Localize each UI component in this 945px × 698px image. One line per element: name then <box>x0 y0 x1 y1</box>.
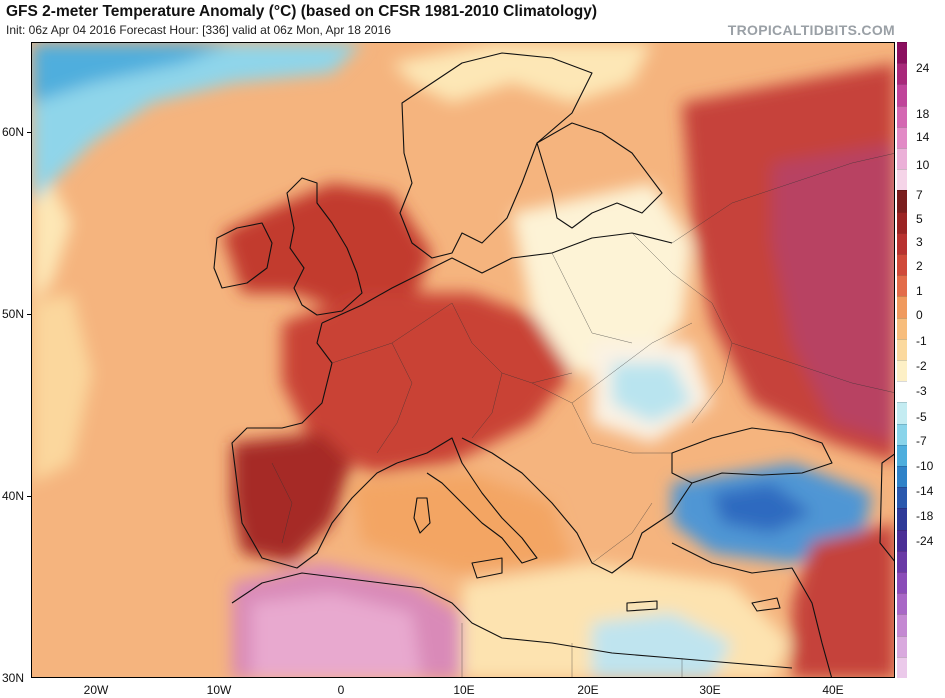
color-scale-label: -18 <box>916 508 934 523</box>
color-scale-label: 2 <box>916 258 923 273</box>
map-title: GFS 2-meter Temperature Anomaly (°C) (ba… <box>6 3 598 20</box>
color-scale-label: 24 <box>916 61 930 76</box>
color-scale-label: 14 <box>916 130 930 145</box>
color-scale-swatch <box>897 254 907 276</box>
coast-crete <box>626 600 658 612</box>
color-scale-swatch <box>897 572 907 594</box>
color-scale-label: 3 <box>916 234 923 249</box>
lon-label-30e: 30E <box>699 683 721 697</box>
coast-north-africa <box>231 572 793 669</box>
color-scale-label: 7 <box>916 188 923 203</box>
lat-label-40n: 40N <box>2 489 25 503</box>
lat-label-30n: 30N <box>2 671 25 685</box>
coast-ireland <box>213 222 273 289</box>
coast-levant <box>671 542 833 677</box>
lat-tick-50n <box>27 314 31 315</box>
color-scale-swatch <box>897 423 907 445</box>
coast-sardinia <box>413 497 431 534</box>
color-scale-label: -7 <box>916 433 927 448</box>
color-scale-label: -3 <box>916 384 927 399</box>
coast-finland <box>536 122 663 229</box>
color-scale-label: 18 <box>916 106 930 121</box>
color-scale-legend: 24 18 14 10 7 5 3 2 1 0 -1 -2 -3 -5 -7 -10 -14 -18 -24 <box>897 42 945 678</box>
color-scale-swatch <box>897 487 907 509</box>
color-scale-swatch <box>897 466 907 488</box>
brand-watermark: TROPICALTIDBITS.COM <box>727 22 895 38</box>
lon-label-20e: 20E <box>577 683 599 697</box>
color-scale-label: 0 <box>916 308 923 323</box>
color-scale-swatch <box>897 105 907 127</box>
color-scale-swatch <box>897 275 907 297</box>
lon-label-20w: 20W <box>83 683 109 697</box>
color-scale-swatch <box>897 529 907 551</box>
color-scale-swatch <box>897 614 907 636</box>
color-scale-swatch <box>897 360 907 382</box>
color-scale-label: -2 <box>916 359 927 374</box>
lat-tick-60n <box>27 132 31 133</box>
color-scale-swatch <box>897 381 907 403</box>
lon-label-10w: 10W <box>206 683 232 697</box>
color-scale-swatch <box>897 656 907 678</box>
color-scale-swatch <box>897 211 907 233</box>
color-scale-swatch <box>897 148 907 170</box>
color-scale-swatch <box>897 550 907 572</box>
color-scale-label: 10 <box>916 158 930 173</box>
coast-north-europe <box>321 232 673 324</box>
color-scale-label: 5 <box>916 211 923 226</box>
color-scale-label: -24 <box>916 534 934 549</box>
color-scale-swatch <box>897 635 907 657</box>
color-scale-swatch <box>897 508 907 530</box>
color-scale-label: -1 <box>916 333 927 348</box>
anomaly-field <box>32 43 894 677</box>
color-scale-label: 1 <box>916 283 923 298</box>
color-scale-swatch <box>897 444 907 466</box>
color-scale-swatch <box>897 402 907 424</box>
lat-label-50n: 50N <box>2 307 25 321</box>
coast-black-sea <box>671 427 833 484</box>
color-scale-swatch <box>897 593 907 615</box>
lon-label-0: 0 <box>337 683 345 697</box>
color-scale-swatch <box>897 338 907 360</box>
color-scale-label: -10 <box>916 459 934 474</box>
lon-label-40e: 40E <box>822 683 844 697</box>
coast-scandinavia <box>399 52 593 259</box>
coastlines <box>213 52 894 677</box>
lat-tick-40n <box>27 496 31 497</box>
coast-sicily <box>471 557 503 579</box>
forecast-info: Init: 06z Apr 04 2016 Forecast Hour: [33… <box>6 23 391 37</box>
color-scale-swatch <box>897 169 907 191</box>
color-scale-swatch <box>897 63 907 85</box>
color-scale-swatch <box>897 296 907 318</box>
lon-label-10e: 10E <box>453 683 475 697</box>
color-scale-swatch <box>897 126 907 148</box>
lat-label-60n: 60N <box>2 125 25 139</box>
header: GFS 2-meter Temperature Anomaly (°C) (ba… <box>0 0 945 42</box>
temperature-anomaly-map <box>31 42 895 678</box>
color-scale-label: -14 <box>916 484 934 499</box>
color-scale-swatch <box>897 84 907 106</box>
color-scale-swatch <box>897 190 907 212</box>
country-borders <box>271 153 894 677</box>
coast-caspian <box>879 453 894 562</box>
color-scale-swatch <box>897 317 907 339</box>
color-scale-swatch <box>897 42 907 64</box>
coast-iberia-france <box>231 322 398 569</box>
coast-italy <box>396 437 538 564</box>
coast-cyprus <box>751 597 781 612</box>
map-canvas <box>32 43 894 677</box>
color-scale-swatch <box>897 232 907 254</box>
coast-britain <box>286 177 363 316</box>
color-scale-label: -5 <box>916 409 927 424</box>
